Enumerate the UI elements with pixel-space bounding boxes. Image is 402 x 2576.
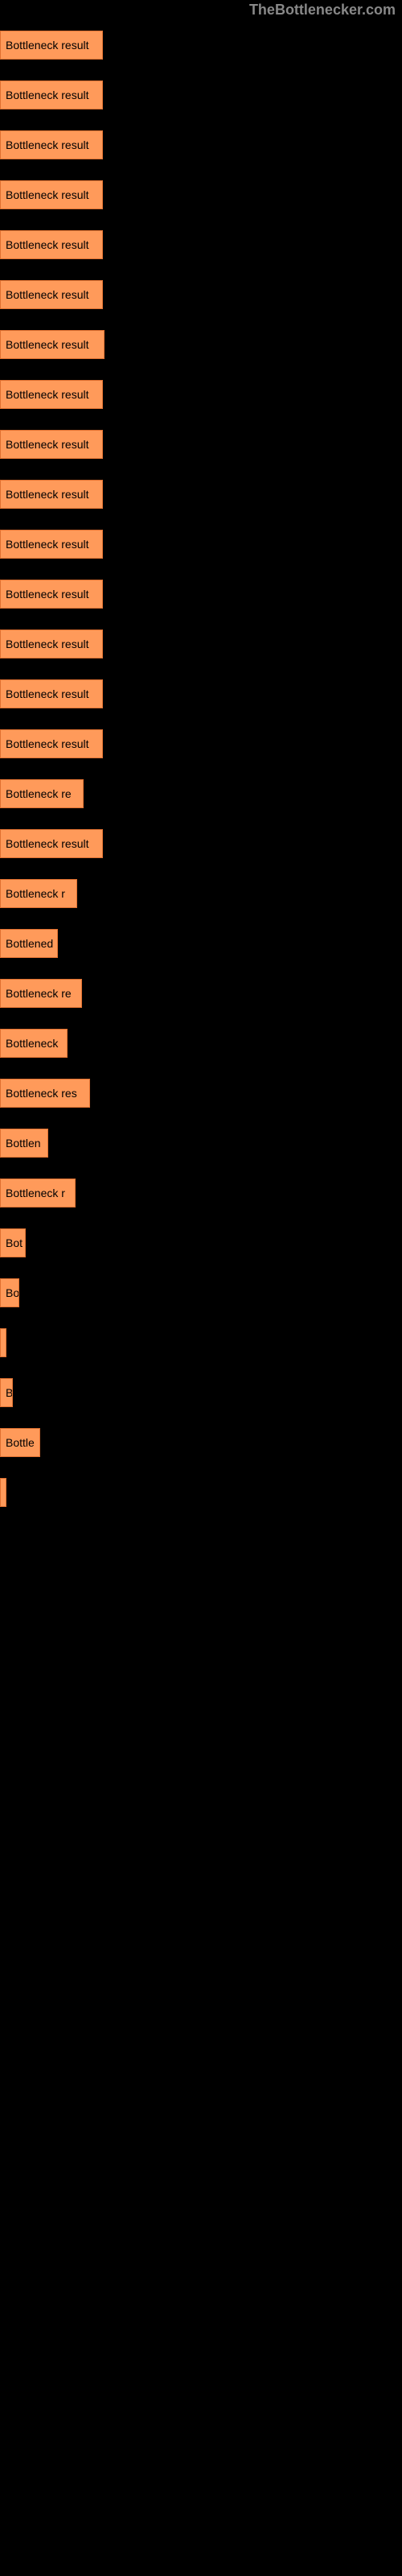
bar: Bottleneck result <box>0 679 103 708</box>
bar <box>0 1478 6 1507</box>
bar-row: Bottleneck result <box>0 519 402 569</box>
bar: B <box>0 1378 13 1407</box>
bar-label: Bottleneck result <box>6 188 89 201</box>
bar-label: Bottleneck result <box>6 238 89 251</box>
bar-label: Bottleneck result <box>6 89 89 101</box>
bar-label: Bottleneck result <box>6 588 89 601</box>
bar-row: Bottleneck result <box>0 170 402 220</box>
bar-label: Bot <box>6 1236 23 1249</box>
bar: Bottleneck result <box>0 380 103 409</box>
bar-row: Bottleneck result <box>0 419 402 469</box>
bar: Bottleneck res <box>0 1079 90 1108</box>
bar-label: Bottleneck result <box>6 638 89 650</box>
bar-label: Bottleneck result <box>6 138 89 151</box>
bar-row: B <box>0 1368 402 1418</box>
bar: Bottleneck result <box>0 430 103 459</box>
bar <box>0 1328 6 1357</box>
bar-row: Bottleneck result <box>0 819 402 869</box>
bar-label: Bottleneck r <box>6 887 65 900</box>
bar-row: Bottle <box>0 1418 402 1468</box>
bar-label: Bottleneck result <box>6 338 89 351</box>
bar-row: Bottlened <box>0 919 402 968</box>
bar-label: Bottleneck res <box>6 1087 77 1100</box>
bar-label: Bottlened <box>6 937 53 950</box>
bar-label: Bottleneck result <box>6 488 89 501</box>
bar-label: Bo <box>6 1286 19 1299</box>
bar-row: Bottleneck result <box>0 719 402 769</box>
bar-label: Bottleneck <box>6 1037 58 1050</box>
bar-label: Bottlen <box>6 1137 41 1150</box>
site-header: TheBottlenecker.com <box>0 0 402 20</box>
bar-row: Bottleneck result <box>0 569 402 619</box>
bar-row: Bottleneck result <box>0 270 402 320</box>
bar-label: Bottleneck result <box>6 288 89 301</box>
bar: Bottleneck result <box>0 530 103 559</box>
bar-label: Bottleneck re <box>6 787 72 800</box>
bar: Bottleneck result <box>0 630 103 658</box>
bar: Bottleneck result <box>0 580 103 609</box>
bar-label: Bottleneck result <box>6 438 89 451</box>
bar: Bottlened <box>0 929 58 958</box>
bar-row: Bottleneck result <box>0 369 402 419</box>
bar-row: Bottleneck <box>0 1018 402 1068</box>
bar-row: Bottleneck result <box>0 320 402 369</box>
bar: Bot <box>0 1228 26 1257</box>
bar: Bottleneck re <box>0 779 84 808</box>
bar-label: Bottle <box>6 1436 35 1449</box>
bar-row: Bo <box>0 1268 402 1318</box>
bar: Bottlen <box>0 1129 48 1158</box>
bar: Bottleneck <box>0 1029 68 1058</box>
bar-label: Bottleneck r <box>6 1187 65 1199</box>
site-title: TheBottlenecker.com <box>249 2 396 18</box>
bar: Bottleneck result <box>0 80 103 109</box>
bar-row <box>0 1318 402 1368</box>
bar-row: Bottleneck result <box>0 120 402 170</box>
bar-label: Bottleneck result <box>6 687 89 700</box>
bar: Bottleneck result <box>0 230 103 259</box>
bar: Bottleneck r <box>0 879 77 908</box>
bar: Bottleneck re <box>0 979 82 1008</box>
bar: Bottle <box>0 1428 40 1457</box>
bar: Bottleneck result <box>0 480 103 509</box>
bar-label: Bottleneck result <box>6 837 89 850</box>
bar-row: Bottlen <box>0 1118 402 1168</box>
bar: Bottleneck r <box>0 1179 76 1208</box>
bar-row: Bot <box>0 1218 402 1268</box>
bar-label: Bottleneck result <box>6 737 89 750</box>
bar: Bottleneck result <box>0 330 105 359</box>
bar-label: Bottleneck result <box>6 538 89 551</box>
bar-row: Bottleneck result <box>0 469 402 519</box>
bar-row: Bottleneck result <box>0 669 402 719</box>
bar-row: Bottleneck re <box>0 769 402 819</box>
bar-label: Bottleneck result <box>6 39 89 52</box>
bar-row: Bottleneck result <box>0 220 402 270</box>
bottleneck-bar-chart: Bottleneck result Bottleneck result Bottle… <box>0 20 402 1517</box>
bar-row: Bottleneck r <box>0 869 402 919</box>
bar-row: Bottleneck result <box>0 619 402 669</box>
bar: Bottleneck result <box>0 729 103 758</box>
bar-label: B <box>6 1386 13 1399</box>
bar-label: Bottleneck result <box>6 388 89 401</box>
bar-row: Bottleneck res <box>0 1068 402 1118</box>
bar: Bo <box>0 1278 19 1307</box>
bar: Bottleneck result <box>0 31 103 60</box>
bar-label: Bottleneck re <box>6 987 72 1000</box>
bar-row: Bottleneck r <box>0 1168 402 1218</box>
bar: Bottleneck result <box>0 180 103 209</box>
bar-row: Bottleneck re <box>0 968 402 1018</box>
bar: Bottleneck result <box>0 829 103 858</box>
bar-row: Bottleneck result <box>0 20 402 70</box>
bar: Bottleneck result <box>0 280 103 309</box>
bar: Bottleneck result <box>0 130 103 159</box>
bar-row <box>0 1468 402 1517</box>
bar-row: Bottleneck result <box>0 70 402 120</box>
